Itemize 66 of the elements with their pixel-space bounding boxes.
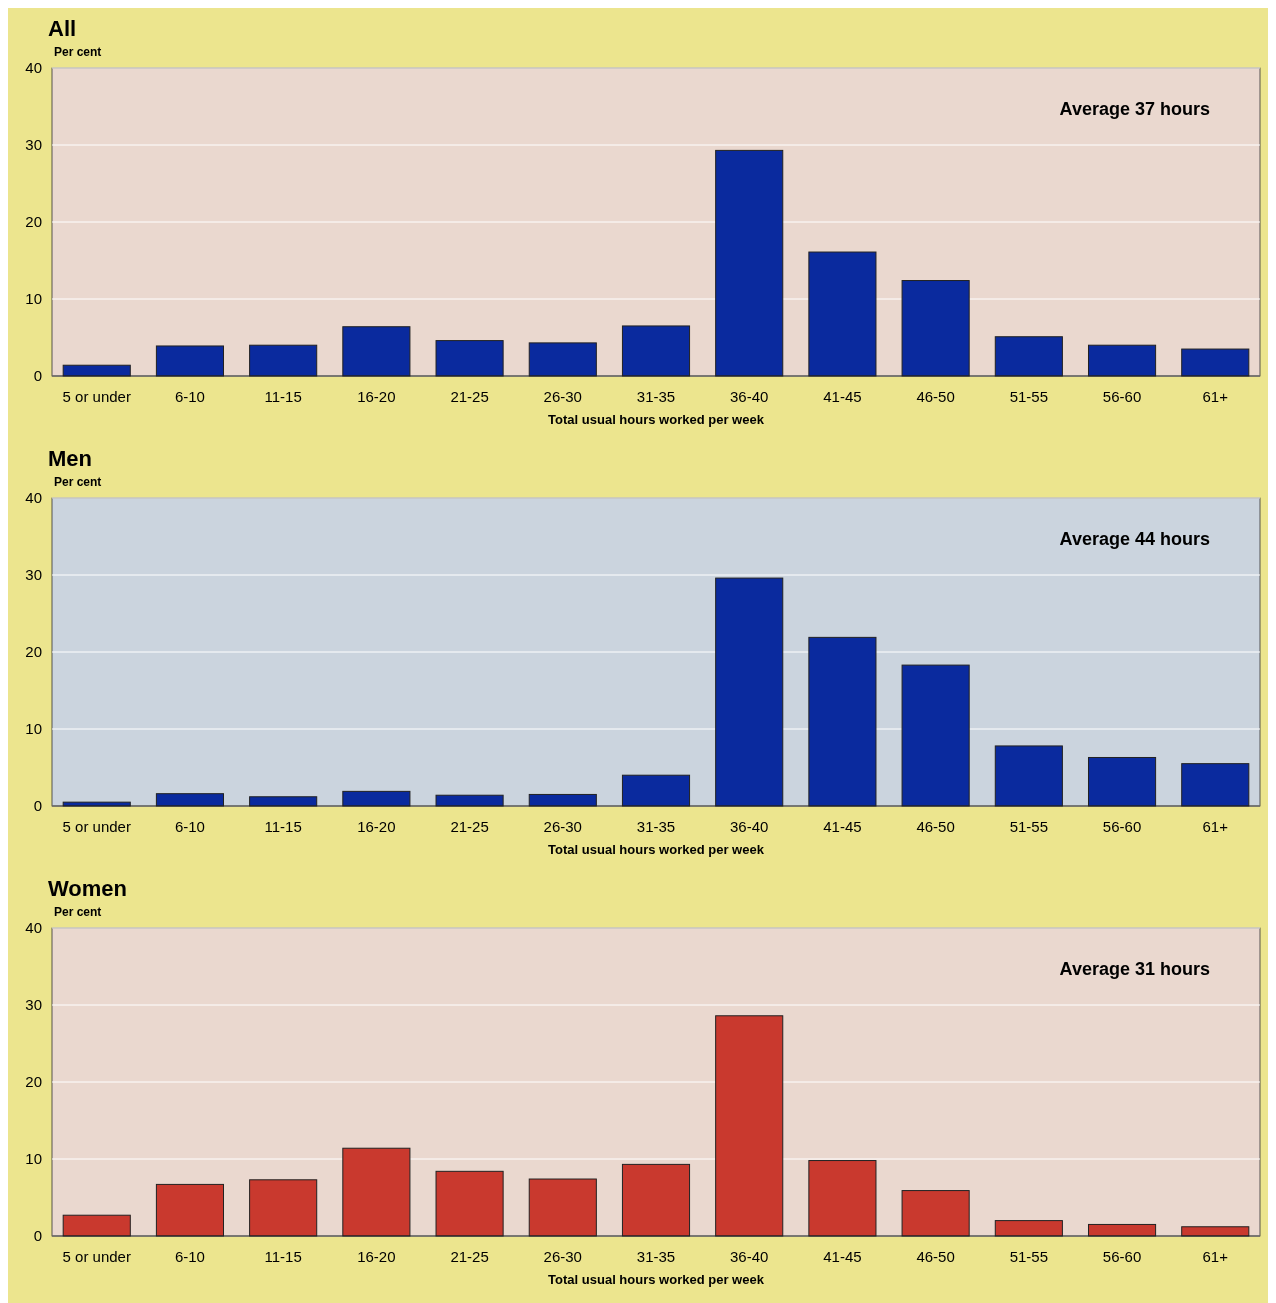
y-tick-label: 20 bbox=[25, 1073, 42, 1091]
x-tick-label: 41-45 bbox=[823, 1248, 862, 1265]
y-tick-label: 0 bbox=[33, 797, 42, 815]
x-tick-label: 56-60 bbox=[1102, 818, 1142, 835]
x-tick-label: 26-30 bbox=[543, 1248, 582, 1265]
x-tick-label: 5 or under bbox=[62, 388, 131, 405]
y-tick-label: 40 bbox=[25, 59, 42, 77]
x-tick-label: 31-35 bbox=[636, 388, 676, 405]
x-tick-label: 51-55 bbox=[1009, 388, 1049, 405]
chart-title: Women bbox=[48, 876, 128, 901]
x-tick-label: 5 or under bbox=[62, 1248, 131, 1265]
annotation: Average 31 hours bbox=[1059, 959, 1210, 979]
x-tick-label: 11-15 bbox=[264, 388, 302, 405]
x-tick-label: 61+ bbox=[1202, 388, 1229, 405]
annotation: Average 37 hours bbox=[1059, 99, 1210, 119]
y-tick-label: 20 bbox=[25, 213, 42, 231]
x-tick-label: 11-15 bbox=[264, 818, 302, 835]
x-tick-label: 46-50 bbox=[916, 388, 955, 405]
x-axis-title: Total usual hours worked per week bbox=[548, 842, 765, 857]
x-tick-label: 16-20 bbox=[357, 818, 396, 835]
x-tick-label: 51-55 bbox=[1009, 818, 1049, 835]
y-tick-label: 40 bbox=[25, 919, 42, 937]
x-tick-label: 36-40 bbox=[730, 1248, 769, 1265]
x-tick-label: 46-50 bbox=[916, 1248, 955, 1265]
x-tick-label: 21-25 bbox=[450, 818, 489, 835]
y-tick-label: 30 bbox=[25, 136, 42, 154]
y-tick-label: 40 bbox=[25, 489, 42, 507]
x-tick-label: 6-10 bbox=[174, 818, 205, 835]
x-tick-label: 56-60 bbox=[1102, 388, 1142, 405]
y-tick-label: 30 bbox=[25, 566, 42, 584]
x-tick-label: 16-20 bbox=[357, 1248, 396, 1265]
x-tick-label: 41-45 bbox=[823, 818, 862, 835]
x-tick-label: 61+ bbox=[1202, 1248, 1229, 1265]
x-tick-label: 16-20 bbox=[357, 388, 396, 405]
y-tick-label: 10 bbox=[25, 290, 42, 308]
y-tick-label: 20 bbox=[25, 643, 42, 661]
x-axis-title: Total usual hours worked per week bbox=[548, 412, 765, 427]
x-tick-label: 11-15 bbox=[264, 1248, 302, 1265]
y-axis-title: Per cent bbox=[54, 45, 102, 59]
x-tick-label: 21-25 bbox=[450, 388, 489, 405]
x-tick-label: 21-25 bbox=[450, 1248, 489, 1265]
x-tick-label: 26-30 bbox=[543, 818, 582, 835]
y-tick-label: 10 bbox=[25, 720, 42, 738]
y-tick-label: 30 bbox=[25, 996, 42, 1014]
x-tick-label: 6-10 bbox=[174, 388, 205, 405]
y-axis-title: Per cent bbox=[54, 475, 102, 489]
x-tick-label: 31-35 bbox=[636, 1248, 676, 1265]
x-axis-title: Total usual hours worked per week bbox=[548, 1272, 765, 1287]
chart-title: Men bbox=[48, 446, 92, 471]
x-tick-label: 36-40 bbox=[730, 818, 769, 835]
y-tick-label: 10 bbox=[25, 1150, 42, 1168]
x-tick-label: 51-55 bbox=[1009, 1248, 1049, 1265]
chart-title: All bbox=[48, 16, 77, 41]
x-tick-label: 5 or under bbox=[62, 818, 131, 835]
x-tick-label: 26-30 bbox=[543, 388, 582, 405]
y-tick-label: 0 bbox=[33, 367, 42, 385]
x-tick-label: 41-45 bbox=[823, 388, 862, 405]
x-tick-label: 31-35 bbox=[636, 818, 676, 835]
x-tick-label: 56-60 bbox=[1102, 1248, 1142, 1265]
x-tick-label: 6-10 bbox=[174, 1248, 205, 1265]
y-tick-label: 0 bbox=[33, 1227, 42, 1245]
x-tick-label: 61+ bbox=[1202, 818, 1229, 835]
x-tick-label: 46-50 bbox=[916, 818, 955, 835]
y-axis-title: Per cent bbox=[54, 905, 102, 919]
annotation: Average 44 hours bbox=[1059, 529, 1210, 549]
x-tick-label: 36-40 bbox=[730, 388, 769, 405]
